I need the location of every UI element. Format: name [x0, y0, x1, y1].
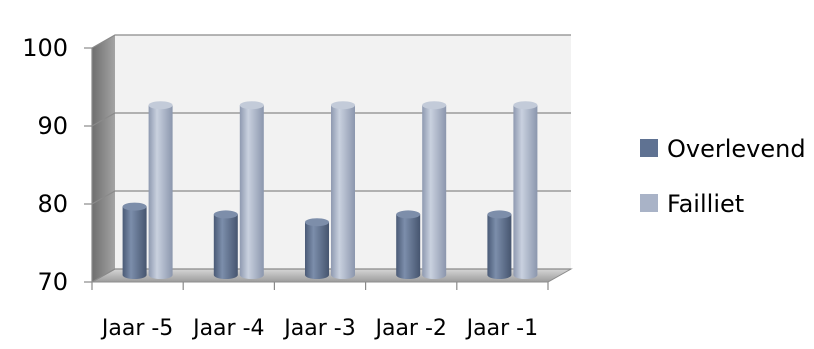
bar — [305, 218, 329, 279]
bar — [513, 101, 538, 279]
bar-body — [422, 105, 447, 279]
bar — [122, 202, 147, 279]
bar-body — [148, 105, 173, 279]
bar-top — [422, 101, 447, 110]
bar — [422, 101, 447, 279]
x-tick-label: Jaar -4 — [191, 316, 264, 341]
bar-body — [487, 214, 512, 279]
bar-body — [305, 222, 329, 279]
bar-top — [148, 101, 173, 110]
x-tick-label: Jaar -2 — [373, 316, 446, 341]
y-tick-label: 100 — [22, 34, 68, 62]
legend-label: Overlevend — [667, 135, 806, 163]
gridline — [91, 190, 571, 205]
x-tick-label: Jaar -3 — [282, 316, 355, 341]
x-tick-label: Jaar -1 — [465, 316, 538, 341]
bar — [239, 101, 264, 279]
bar-top — [331, 101, 355, 110]
bar-body — [513, 105, 538, 279]
bar-body — [396, 214, 421, 279]
bar-body — [122, 206, 147, 279]
bar-top — [513, 101, 538, 110]
gridline — [91, 34, 571, 49]
bar-body — [213, 214, 238, 279]
x-tick-label: Jaar -5 — [100, 316, 173, 341]
side-wall — [92, 35, 115, 282]
bar-top — [213, 210, 238, 219]
gridline — [91, 112, 571, 127]
legend-label: Failliet — [667, 190, 744, 218]
legend-swatch — [640, 139, 658, 157]
bar — [148, 101, 173, 279]
bar — [213, 210, 238, 279]
legend-swatch — [640, 194, 658, 212]
bar — [396, 210, 421, 279]
y-tick-label: 70 — [37, 268, 68, 296]
bar-top — [305, 218, 329, 227]
bar-top — [396, 210, 421, 219]
bar-body — [331, 105, 355, 279]
bar-top — [239, 101, 264, 110]
bar — [331, 101, 355, 279]
bar-top — [487, 210, 512, 219]
bar-top — [122, 202, 147, 211]
y-tick-label: 80 — [37, 190, 68, 218]
bar-body — [239, 105, 264, 279]
bar — [487, 210, 512, 279]
y-tick-label: 90 — [37, 112, 68, 140]
